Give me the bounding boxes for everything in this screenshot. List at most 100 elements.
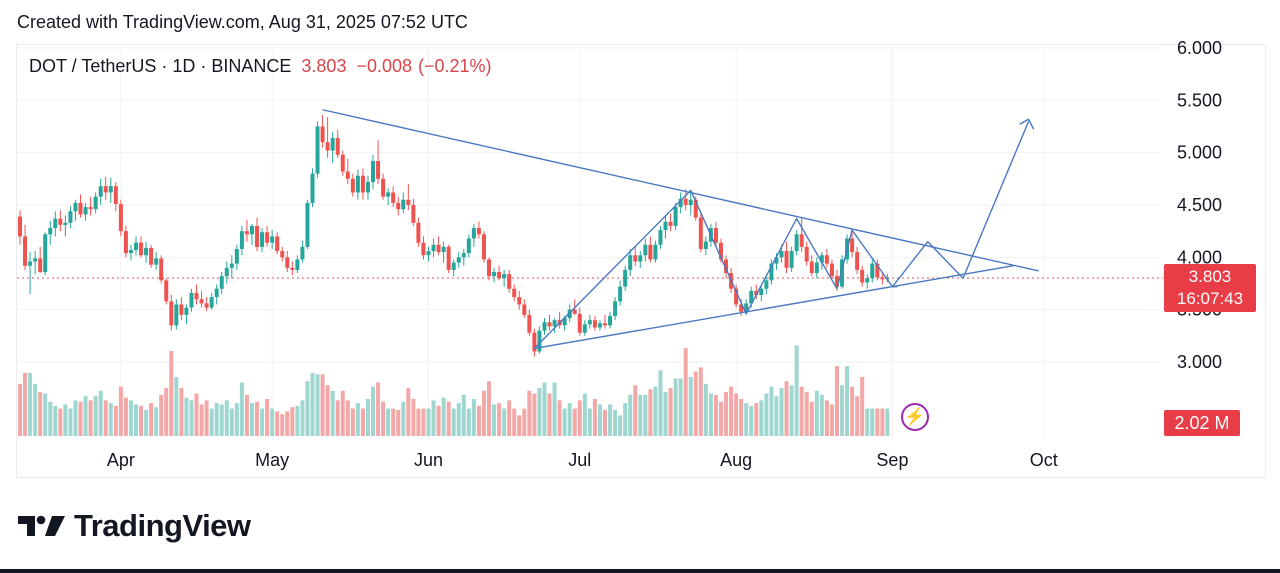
candle	[376, 140, 381, 185]
tradingview-logo[interactable]: TradingView	[18, 508, 251, 544]
volume-bar	[406, 388, 411, 436]
candle	[391, 186, 396, 208]
volume-bar	[128, 400, 133, 436]
lightning-icon[interactable]: ⚡	[901, 403, 929, 431]
candle	[794, 230, 799, 256]
candle	[547, 314, 552, 331]
candle	[340, 150, 345, 176]
projection-path	[891, 120, 1030, 288]
candle	[527, 309, 532, 336]
volume-bar	[204, 400, 209, 436]
candle	[512, 284, 517, 302]
candle	[335, 129, 340, 158]
candle	[875, 259, 880, 281]
candle-body	[255, 225, 260, 247]
candle-body	[824, 255, 829, 264]
volume-bar	[285, 411, 290, 436]
candle-body	[754, 290, 759, 296]
volume-bar	[572, 408, 577, 436]
candle-body	[371, 161, 376, 182]
candle-body	[618, 286, 623, 302]
volume-bar	[350, 408, 355, 436]
candle-body	[703, 241, 708, 249]
volume-bar	[769, 386, 774, 436]
volume-bar	[476, 405, 481, 436]
tradingview-logo-icon	[18, 515, 65, 536]
candle-body	[764, 280, 769, 289]
candle	[673, 202, 678, 231]
volume-bar	[759, 400, 764, 436]
candle-body	[446, 246, 451, 270]
candle-body	[280, 251, 285, 258]
candle-body	[789, 251, 794, 268]
candle-body	[779, 251, 784, 258]
candle-body	[638, 255, 643, 262]
tradingview-wordmark: TradingView	[74, 508, 251, 543]
volume-bar	[270, 408, 275, 436]
volume-bar	[608, 404, 613, 436]
candle	[481, 231, 486, 263]
candle	[784, 241, 789, 274]
volume-bar	[164, 388, 169, 436]
candle-body	[633, 255, 638, 262]
volume-bar	[678, 378, 683, 436]
candle	[219, 271, 224, 294]
volume-bar	[189, 400, 194, 436]
candle-body	[265, 232, 270, 243]
candle	[360, 168, 365, 200]
candle-body	[602, 323, 607, 326]
candle	[703, 236, 708, 256]
candle-body	[355, 175, 360, 193]
volume-bar	[658, 370, 663, 436]
candle	[436, 236, 441, 256]
candle-body	[587, 320, 592, 325]
candle-body	[799, 234, 804, 247]
volume-bar	[174, 377, 179, 436]
candle-body	[522, 304, 527, 315]
symbol-legend[interactable]: DOT / TetherUS · 1D · BINANCE 3.803 −0.0…	[29, 56, 492, 77]
volume-bar	[819, 394, 824, 436]
candle	[48, 220, 53, 245]
candle	[476, 221, 481, 239]
volume-bar	[149, 403, 154, 436]
volume-bar	[58, 408, 63, 436]
volume-bar	[602, 409, 607, 436]
wave-path	[533, 189, 898, 349]
candle-body	[507, 274, 512, 289]
volume-bar	[850, 386, 855, 436]
candle-body	[330, 138, 335, 151]
candle-body	[804, 246, 809, 262]
candle-body	[58, 218, 63, 225]
candle	[229, 255, 234, 279]
candle-body	[865, 278, 870, 283]
volume-bar	[840, 385, 845, 436]
candle-body	[718, 242, 723, 260]
chart-frame[interactable]	[16, 44, 1266, 478]
candle	[466, 234, 471, 258]
current-price-tag: 3.803 16:07:43	[1164, 264, 1256, 312]
candle	[451, 259, 456, 277]
candle	[290, 261, 295, 276]
candle-body	[295, 259, 300, 270]
volume-bar	[466, 408, 471, 436]
candle	[33, 251, 38, 275]
volume-bar	[234, 403, 239, 436]
volume-bar	[845, 366, 850, 436]
volume-bar	[648, 389, 653, 436]
candle	[824, 248, 829, 268]
candle	[406, 184, 411, 211]
volume-bar	[744, 403, 749, 436]
candle-body	[325, 142, 330, 151]
candle-body	[224, 267, 229, 277]
candle-body	[133, 242, 138, 251]
candle-body	[592, 320, 597, 328]
candle-body	[320, 126, 325, 143]
candle	[628, 248, 633, 277]
volume-bar	[421, 408, 426, 436]
volume-bar	[613, 409, 618, 436]
volume-bar	[628, 394, 633, 436]
volume-bar	[396, 409, 401, 436]
candle-body	[139, 242, 144, 256]
candle-body	[43, 234, 48, 272]
